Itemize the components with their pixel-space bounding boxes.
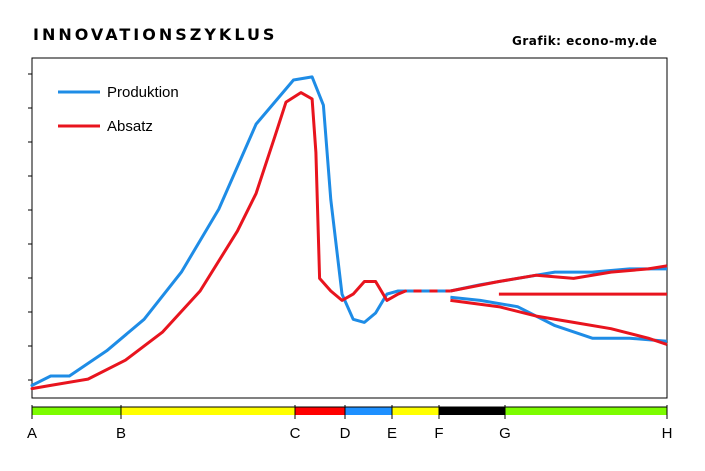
phase-label-h: H [662, 425, 673, 442]
phase-label-b: B [116, 425, 126, 442]
series-fan-upper-absatz [450, 264, 668, 293]
phase-segment-c [295, 407, 345, 415]
phase-labels: A B C D E F G H [27, 425, 672, 442]
series-fan-lower-produktion [450, 295, 668, 343]
phase-label-c: C [290, 425, 301, 442]
legend-label-absatz: Absatz [107, 118, 153, 135]
legend-label-produktion: Produktion [107, 84, 179, 101]
chart-title: INNOVATIONSZYKLUS [33, 25, 278, 44]
phase-segment-a [32, 407, 121, 415]
phase-segment-f [439, 407, 505, 415]
phase-bar [31, 405, 668, 419]
legend: Produktion Absatz [58, 84, 179, 135]
phase-segment-b [121, 407, 295, 415]
phase-label-g: G [499, 425, 511, 442]
chart-credit: Grafik: econo-my.de [512, 34, 658, 48]
plot-area-frame [31, 57, 668, 399]
phase-label-e: E [387, 425, 397, 442]
phase-segment-d [345, 407, 392, 415]
phase-segment-g [505, 407, 667, 415]
series-layer [30, 75, 668, 391]
series-line-absatz [30, 91, 407, 391]
phase-segment-e [392, 407, 439, 415]
y-axis-ticks [28, 73, 32, 381]
phase-label-a: A [27, 425, 37, 442]
series-line-produktion [30, 75, 407, 387]
series-fan-lower-absatz [450, 298, 668, 346]
phase-label-d: D [340, 425, 351, 442]
phase-label-f: F [434, 425, 443, 442]
